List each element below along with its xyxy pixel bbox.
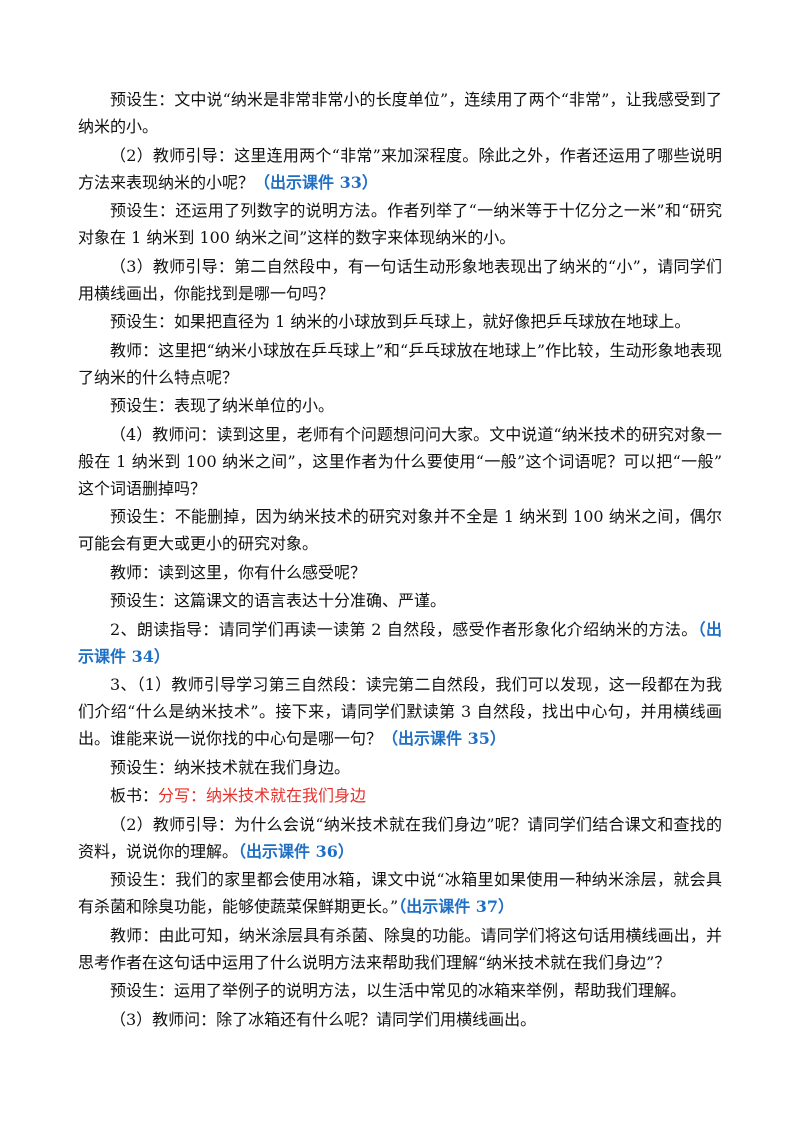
paragraph: （3）教师引导：第二自然段中，有一句话生动形象地表现出了纳米的“小”，请同学们用… — [78, 253, 722, 307]
text: （2）教师引导：为什么会说“纳米技术就在我们身边”呢？请同学们结合课文和查找的资… — [78, 814, 722, 861]
paragraph: 教师：由此可知，纳米涂层具有杀菌、除臭的功能。请同学们将这句话用横线画出，并思考… — [78, 922, 722, 976]
paragraph: （4）教师问：读到这里，老师有个问题想问问大家。文中说道“纳米技术的研究对象一般… — [78, 421, 722, 502]
paragraph: 预设生：运用了举例子的说明方法，以生活中常见的冰箱来举例，帮助我们理解。 — [78, 977, 722, 1004]
text: 预设生：纳米技术就在我们身边。 — [110, 757, 351, 777]
text: 教师：由此可知，纳米涂层具有杀菌、除臭的功能。请同学们将这句话用横线画出，并思考… — [78, 925, 722, 972]
text: 教师：读到这里，你有什么感受呢？ — [110, 562, 367, 582]
paragraph: 板书：分写：纳米技术就在我们身边 — [78, 782, 722, 809]
paragraph: 预设生：表现了纳米单位的小。 — [78, 392, 722, 419]
paragraph: （2）教师引导：为什么会说“纳米技术就在我们身边”呢？请同学们结合课文和查找的资… — [78, 811, 722, 865]
text: 预设生：不能删掉，因为纳米技术的研究对象并不全是 1 纳米到 100 纳米之间，… — [78, 507, 722, 553]
paragraph: （3）教师问：除了冰箱还有什么呢？请同学们用横线画出。 — [78, 1006, 722, 1033]
text: 预设生：还运用了列数字的说明方法。作者列举了“一纳米等于十亿分之一米”和“研究对… — [78, 201, 722, 247]
text: 预设生：运用了举例子的说明方法，以生活中常见的冰箱来举例，帮助我们理解。 — [110, 981, 687, 1000]
paragraph: （2）教师引导：这里连用两个“非常”来加深程度。除此之外，作者还运用了哪些说明方… — [78, 142, 722, 196]
paragraph: 3、（1）教师引导学习第三自然段：读完第二自然段，我们可以发现，这一段都在为我们… — [78, 671, 722, 752]
paragraph: 预设生：不能删掉，因为纳米技术的研究对象并不全是 1 纳米到 100 纳米之间，… — [78, 503, 722, 557]
paragraph: 预设生：文中说“纳米是非常非常小的长度单位”，连续用了两个“非常”，让我感受到了… — [78, 86, 722, 140]
paragraph: 预设生：纳米技术就在我们身边。 — [78, 754, 722, 781]
text: 3、（1）教师引导学习第三自然段：读完第二自然段，我们可以发现，这一段都在为我们… — [78, 675, 722, 748]
text: 预设生：文中说“纳米是非常非常小的长度单位”，连续用了两个“非常”，让我感受到了… — [78, 90, 722, 136]
paragraph: 预设生：还运用了列数字的说明方法。作者列举了“一纳米等于十亿分之一米”和“研究对… — [78, 197, 722, 251]
text: （4）教师问：读到这里，老师有个问题想问问大家。文中说道“纳米技术的研究对象一般… — [78, 424, 722, 498]
highlight-text: 分写：纳米技术就在我们身边 — [158, 786, 367, 805]
highlight-text: （出示课件 33） — [254, 172, 378, 192]
highlight-text: （出示课件 37） — [398, 897, 515, 916]
text: （3）教师引导：第二自然段中，有一句话生动形象地表现出了纳米的“小”，请同学们用… — [78, 256, 722, 303]
text: 板书： — [110, 786, 159, 805]
text: 预设生：表现了纳米单位的小。 — [110, 396, 335, 415]
paragraph: 预设生：如果把直径为 1 纳米的小球放到乒乓球上，就好像把乒乓球放在地球上。 — [78, 308, 722, 335]
highlight-text: （出示课件 36） — [238, 841, 354, 861]
paragraph: 预设生：我们的家里都会使用冰箱，课文中说“冰箱里如果使用一种纳米涂层，就会具有杀… — [78, 866, 722, 920]
text: （2）教师引导：这里连用两个“非常”来加深程度。除此之外，作者还运用了哪些说明方… — [78, 145, 722, 192]
text: 预设生：如果把直径为 1 纳米的小球放到乒乓球上，就好像把乒乓球放在地球上。 — [110, 312, 691, 331]
text: 教师：这里把“纳米小球放在乒乓球上”和“乒乓球放在地球上”作比较，生动形象地表现… — [78, 340, 722, 387]
paragraph: 预设生：这篇课文的语言表达十分准确、严谨。 — [78, 587, 722, 614]
paragraph: 教师：读到这里，你有什么感受呢？ — [78, 559, 722, 586]
text: （3）教师问：除了冰箱还有什么呢？请同学们用横线画出。 — [110, 1009, 537, 1029]
text: 预设生：这篇课文的语言表达十分准确、严谨。 — [110, 591, 447, 610]
paragraph: 教师：这里把“纳米小球放在乒乓球上”和“乒乓球放在地球上”作比较，生动形象地表现… — [78, 337, 722, 391]
highlight-text: （出示课件 35） — [382, 729, 506, 748]
text: 2、朗读指导：请同学们再读一读第 2 自然段，感受作者形象化介绍纳米的方法。 — [110, 619, 698, 639]
highlight-text: （出示课件 34） — [78, 619, 722, 666]
text: 预设生：我们的家里都会使用冰箱，课文中说“冰箱里如果使用一种纳米涂层，就会具有杀… — [78, 870, 722, 916]
paragraph: 2、朗读指导：请同学们再读一读第 2 自然段，感受作者形象化介绍纳米的方法。（出… — [78, 616, 722, 670]
